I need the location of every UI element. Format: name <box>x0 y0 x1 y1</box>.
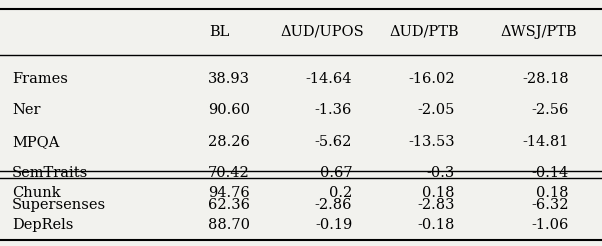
Text: -13.53: -13.53 <box>408 135 455 149</box>
Text: -16.02: -16.02 <box>408 72 455 86</box>
Text: -2.05: -2.05 <box>417 103 455 117</box>
Text: -0.18: -0.18 <box>417 218 455 231</box>
Text: -6.32: -6.32 <box>532 198 569 212</box>
Text: ΔWSJ/PTB: ΔWSJ/PTB <box>500 25 577 39</box>
Text: BL: BL <box>209 25 230 39</box>
Text: ΔUD/UPOS: ΔUD/UPOS <box>280 25 364 39</box>
Text: SemTraits: SemTraits <box>12 166 88 180</box>
Text: Supersenses: Supersenses <box>12 198 106 212</box>
Text: -14.81: -14.81 <box>523 135 569 149</box>
Text: -5.62: -5.62 <box>315 135 352 149</box>
Text: 70.42: 70.42 <box>208 166 250 180</box>
Text: 62.36: 62.36 <box>208 198 250 212</box>
Text: -0.19: -0.19 <box>315 218 352 231</box>
Text: -2.86: -2.86 <box>315 198 352 212</box>
Text: -28.18: -28.18 <box>523 72 569 86</box>
Text: 0.67: 0.67 <box>320 166 352 180</box>
Text: ΔUD/PTB: ΔUD/PTB <box>389 25 459 39</box>
Text: Frames: Frames <box>12 72 68 86</box>
Text: 0.18: 0.18 <box>422 186 455 200</box>
Text: MPQA: MPQA <box>12 135 60 149</box>
Text: 94.76: 94.76 <box>208 186 250 200</box>
Text: -0.3: -0.3 <box>426 166 455 180</box>
Text: Ner: Ner <box>12 103 40 117</box>
Text: -1.36: -1.36 <box>315 103 352 117</box>
Text: 28.26: 28.26 <box>208 135 250 149</box>
Text: -14.64: -14.64 <box>306 72 352 86</box>
Text: -0.14: -0.14 <box>532 166 569 180</box>
Text: 0.18: 0.18 <box>536 186 569 200</box>
Text: 0.2: 0.2 <box>329 186 352 200</box>
Text: 38.93: 38.93 <box>208 72 250 86</box>
Text: 88.70: 88.70 <box>208 218 250 231</box>
Text: -1.06: -1.06 <box>532 218 569 231</box>
Text: DepRels: DepRels <box>12 218 73 231</box>
Text: -2.83: -2.83 <box>417 198 455 212</box>
Text: -2.56: -2.56 <box>532 103 569 117</box>
Text: 90.60: 90.60 <box>208 103 250 117</box>
Text: Chunk: Chunk <box>12 186 61 200</box>
